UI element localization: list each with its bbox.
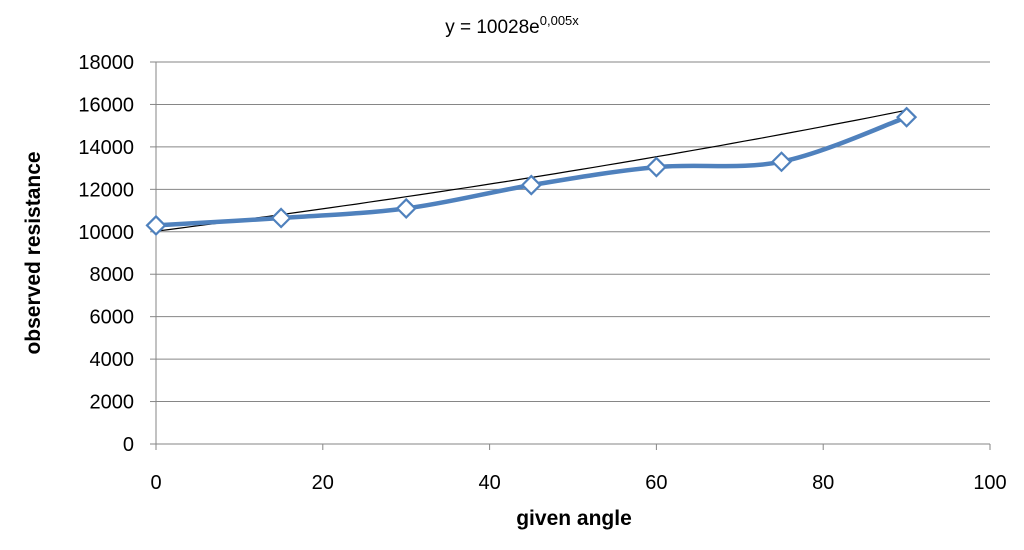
data-point-marker [645,156,667,178]
markers-group [145,106,918,236]
y-tick-label: 14000 [78,137,134,159]
x-tick-label: 40 [478,472,500,494]
data-point-marker [270,207,292,229]
y-tick-label: 4000 [90,349,135,371]
data-point-marker [896,106,918,128]
x-axis-title: given angle [516,507,632,530]
x-tick-labels: 0 20 40 60 80 100 [150,472,1006,494]
y-tick-label: 6000 [90,307,135,329]
data-point-marker [145,214,167,236]
gridlines [156,61,990,403]
trendline-equation: y = 10028e0,005x [445,13,579,38]
x-tick-label: 100 [973,472,1006,494]
y-tick-label: 12000 [78,179,134,201]
series-group [153,114,909,228]
y-tick-label: 2000 [90,392,135,414]
trendline-group [155,109,907,232]
x-tick-label: 80 [812,472,834,494]
x-tick-label: 0 [150,472,161,494]
y-tick-label: 8000 [90,264,135,286]
y-tick-label: 10000 [78,222,134,244]
y-tick-label: 18000 [78,52,134,74]
y-tick-label: 16000 [78,94,134,116]
x-tick-label: 20 [312,472,334,494]
axes [150,61,991,450]
equation-base: y = 10028e [445,17,540,38]
equation-exponent: 0,005x [540,13,580,28]
data-point-marker [520,174,542,196]
y-axis-title: observed resistance [22,151,45,354]
y-tick-label: 0 [123,434,134,456]
y-tick-labels: 0 2000 4000 6000 8000 10000 12000 14000 16000 180… [78,52,134,456]
trendline [155,109,907,232]
data-point-marker [395,197,417,219]
series-line [153,114,909,228]
x-tick-label: 60 [645,472,667,494]
data-point-marker [770,151,793,173]
